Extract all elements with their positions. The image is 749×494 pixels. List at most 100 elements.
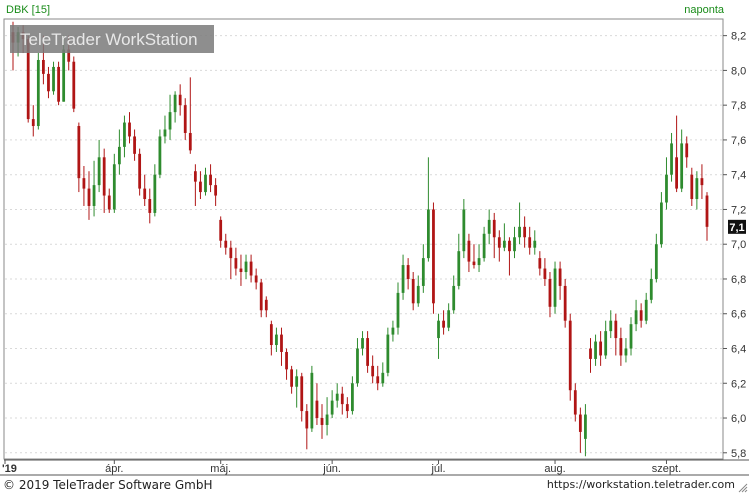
x-tick-label: aug. <box>544 463 565 475</box>
candle-body <box>487 219 491 234</box>
candle-body <box>275 334 278 346</box>
candle-body <box>594 341 597 359</box>
candle-body <box>102 157 106 196</box>
candle-body <box>335 393 339 401</box>
candle-body <box>614 320 618 339</box>
y-tick-label: 7,4 <box>731 170 746 182</box>
candle-body <box>442 320 445 328</box>
candle-body <box>280 334 283 352</box>
candle-body <box>700 178 704 186</box>
y-tick-label: 8,2 <box>731 31 746 43</box>
candle-body <box>548 278 552 307</box>
candle-body <box>406 265 410 279</box>
candle-body <box>553 268 557 307</box>
candle-body <box>457 251 461 286</box>
candle-body <box>57 66 60 102</box>
candle-body <box>472 261 476 266</box>
candle-body <box>467 240 471 262</box>
candle-body <box>437 320 440 339</box>
candle-body <box>502 240 506 248</box>
candle-body <box>573 390 577 415</box>
candle-body <box>523 226 527 238</box>
candle-body <box>497 237 501 248</box>
candle-body <box>285 351 288 370</box>
x-tick-label: szept. <box>652 463 681 475</box>
candle-body <box>558 268 562 286</box>
candle-body <box>163 129 167 137</box>
candle-body <box>214 185 218 196</box>
candle-body <box>538 258 542 269</box>
candle-body <box>204 174 207 193</box>
candle-body <box>244 261 248 273</box>
candle-body <box>112 164 116 210</box>
candle-body <box>219 219 223 241</box>
y-tick-label: 8,0 <box>731 65 746 77</box>
website-link[interactable]: https://workstation.teletrader.com <box>546 478 735 491</box>
candle-body <box>482 233 486 259</box>
candle-body <box>148 199 152 213</box>
candle-body <box>330 400 334 415</box>
watermark: TeleTrader WorkStation <box>10 25 214 53</box>
candle-body <box>695 178 699 200</box>
candle-body <box>401 265 405 293</box>
candle-body <box>649 278 653 300</box>
y-tick-label: 7,8 <box>731 100 746 112</box>
candle-body <box>416 285 420 304</box>
candle-body <box>97 157 101 186</box>
candle-body <box>568 320 572 391</box>
candle-body <box>396 292 400 328</box>
candle-body <box>36 59 40 127</box>
y-axis-ticks: 8,2 8,0 7,8 7,6 7,4 7,2 7,0 6,8 6,6 6,4 6,2 6,0 5,8 <box>723 31 746 460</box>
candle-body <box>599 341 603 356</box>
last-price-value: 7,1 <box>729 222 744 234</box>
last-price-marker: 7,1 <box>728 219 746 234</box>
interval-label[interactable]: naponta <box>684 4 725 16</box>
symbol-label[interactable]: DBK [15] <box>6 4 50 16</box>
candle-body <box>254 275 258 283</box>
candle-body <box>528 237 532 248</box>
candle-body <box>477 258 481 266</box>
candle-body <box>411 278 415 304</box>
candle-body <box>52 66 55 92</box>
candle-body <box>62 49 66 102</box>
candle-body <box>158 136 162 175</box>
candle-body <box>138 153 142 189</box>
watermark-text: TeleTrader WorkStation <box>20 30 198 49</box>
y-tick-label: 6,0 <box>731 413 746 425</box>
candle-body <box>67 49 71 62</box>
candle-body <box>578 414 582 432</box>
candle-body <box>31 119 35 127</box>
candle-body <box>345 404 349 412</box>
candle-body <box>584 414 587 439</box>
y-tick-label: 5,8 <box>731 448 746 460</box>
candle-body <box>143 188 147 200</box>
candle-body <box>508 240 511 252</box>
x-tick-label: jún. <box>322 463 341 475</box>
candle-body <box>361 338 364 349</box>
candle-body <box>153 174 157 213</box>
candle-body <box>421 258 425 286</box>
candle-body <box>199 181 202 193</box>
candle-body <box>644 299 648 321</box>
y-tick-label: 6,8 <box>731 274 746 286</box>
candle-body <box>634 310 638 325</box>
candle-body <box>310 372 314 429</box>
candle-body <box>42 59 45 74</box>
candle-body <box>295 376 299 387</box>
candle-body <box>604 331 608 356</box>
candle-body <box>133 136 136 154</box>
candle-body <box>563 285 567 321</box>
y-tick-label: 7,0 <box>731 239 746 251</box>
candle-body <box>533 240 537 248</box>
candle-body <box>107 195 111 210</box>
candle-body <box>123 122 126 147</box>
candle-body <box>315 400 319 419</box>
candle-body <box>462 209 466 252</box>
candle-body <box>351 383 354 412</box>
candle-body <box>391 327 395 335</box>
candle-body <box>178 94 182 106</box>
candle-body <box>305 411 309 429</box>
resize-grip-icon[interactable] <box>738 483 748 493</box>
candle-body <box>82 178 86 189</box>
